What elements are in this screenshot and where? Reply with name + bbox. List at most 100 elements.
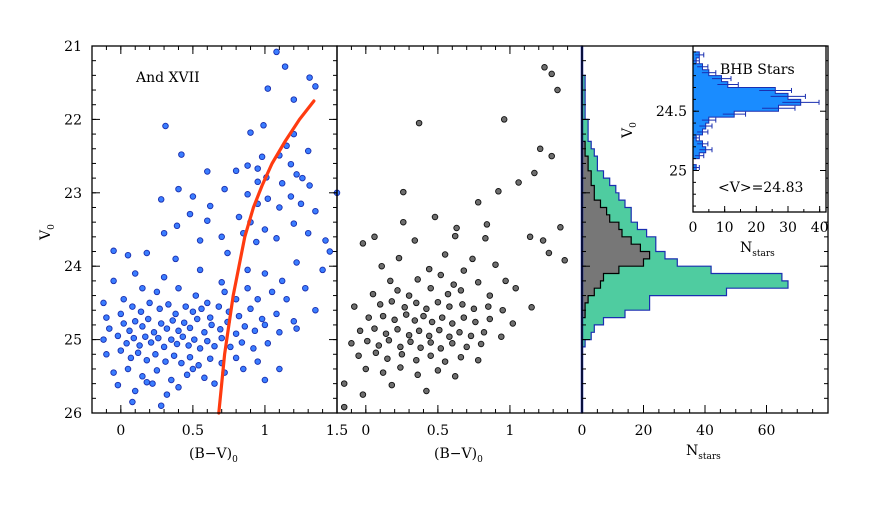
cmd-star-point [376, 301, 384, 308]
cmd-star-point [425, 265, 433, 273]
cmd-star-point [193, 315, 201, 323]
cmd-star-point [450, 281, 457, 288]
bhb-inset-title: BHB Stars [720, 62, 795, 78]
cmd-star-point [470, 305, 478, 313]
cmd-star-point [355, 352, 362, 359]
cmd-star-point [415, 327, 423, 335]
y-tick-label: 24.5 [656, 104, 687, 120]
cmd-star-point [446, 333, 453, 340]
lf-histogram-panel: 0 20 40 60 [578, 45, 829, 439]
cmd-star-point [217, 326, 224, 333]
left-xlabel: (B−V)0 [189, 446, 238, 465]
cmd-star-point [340, 380, 348, 387]
cmd-star-point [446, 303, 453, 310]
cmd-star-point [189, 308, 197, 315]
cmd-star-point [287, 160, 295, 168]
cmd-star-point [130, 334, 138, 342]
cmd-star-point [395, 254, 403, 262]
cmd-star-point [365, 314, 372, 321]
inset-ylabel: V0 [620, 122, 639, 139]
cmd-star-point [485, 303, 492, 310]
cmd-star-point [204, 168, 211, 175]
cmd-star-point [261, 376, 269, 384]
cmd-star-point [306, 74, 313, 81]
cmd-star-point [103, 351, 110, 358]
cmd-star-point [304, 147, 312, 155]
cmd-star-point [241, 323, 249, 330]
y-tick-label: 23 [64, 186, 82, 202]
x-tick-label: 10 [716, 220, 734, 236]
cmd-star-point [191, 336, 198, 343]
cmd-star-point [173, 222, 181, 230]
cmd-star-point [146, 299, 153, 307]
cmd-star-point [526, 233, 534, 241]
galaxy-label: And XVII [135, 70, 200, 86]
cmd-star-point [413, 356, 420, 364]
bhb-mean-annotation: <V>=24.83 [718, 180, 803, 196]
cmd-star-point [261, 226, 269, 233]
x-tick-label: 40 [811, 220, 829, 236]
cmd-star-point [100, 336, 107, 343]
cmd-star-point [451, 232, 459, 240]
cmd-star-point [156, 305, 163, 313]
x-tick-label: 1 [505, 423, 514, 439]
cmd-star-point [198, 305, 205, 313]
cmd-star-point [290, 318, 298, 325]
cmd-star-point [378, 262, 385, 270]
cmd-star-point [459, 301, 466, 308]
cmd-star-point [557, 224, 564, 231]
histogram-subset-series [581, 134, 651, 325]
x-tick-label: 0 [578, 423, 587, 439]
cmd-star-point [453, 224, 460, 232]
cmd-star-point [467, 332, 475, 340]
cmd-star-point [180, 319, 188, 326]
cmd-star-point [515, 179, 522, 186]
cmd-star-point [240, 365, 247, 373]
cmd-star-point [531, 169, 538, 177]
cmd-star-point [528, 304, 535, 311]
cmd-star-point [254, 165, 261, 172]
cmd-star-point [160, 273, 168, 281]
cmd-star-point [224, 249, 231, 257]
cmd-star-point [139, 323, 146, 330]
x-tick-label: 0 [689, 220, 698, 236]
histogram-total-series [581, 53, 789, 348]
cmd-star-point [206, 314, 214, 321]
cmd-star-point [312, 306, 319, 314]
cmd-star-point [456, 329, 463, 336]
cmd-star-point [178, 359, 185, 367]
cmd-left-panel: 0 0.5 1 1.5 21 22 23 24 25 26 [64, 39, 348, 439]
y-tick-label: 25 [64, 333, 82, 349]
cmd-star-point [388, 298, 396, 305]
cmd-star-point [227, 343, 234, 351]
cmd-star-point [400, 188, 407, 196]
cmd-star-point [469, 255, 476, 263]
cmd-star-point [276, 329, 283, 336]
cmd-star-point [477, 340, 485, 348]
cmd-star-point [247, 305, 254, 313]
cmd-star-point [438, 314, 446, 321]
cmd-star-point [398, 351, 406, 358]
cmd-star-point [155, 334, 162, 342]
cmd-star-point [244, 191, 251, 198]
cmd-star-point [437, 345, 445, 352]
cmd-star-point [221, 288, 228, 296]
cmd-star-point [117, 310, 125, 318]
cmd-star-point [157, 320, 165, 327]
cmd-star-point [486, 315, 494, 323]
cmd-star-point [127, 354, 135, 362]
cmd-star-point [264, 85, 272, 92]
cmd-star-point [232, 354, 240, 362]
cmd-star-point [319, 266, 326, 274]
cmd-star-point [436, 326, 443, 334]
y-tick-label: 21 [64, 39, 82, 55]
cmd-star-point [126, 327, 133, 335]
cmd-star-point [136, 342, 143, 349]
cmd-star-point [110, 369, 117, 376]
cmd-star-point [264, 195, 272, 202]
cmd-star-point [401, 304, 408, 311]
cmd-star-point [264, 340, 272, 347]
cmd-star-point [372, 349, 380, 357]
cmd-star-point [278, 277, 286, 285]
